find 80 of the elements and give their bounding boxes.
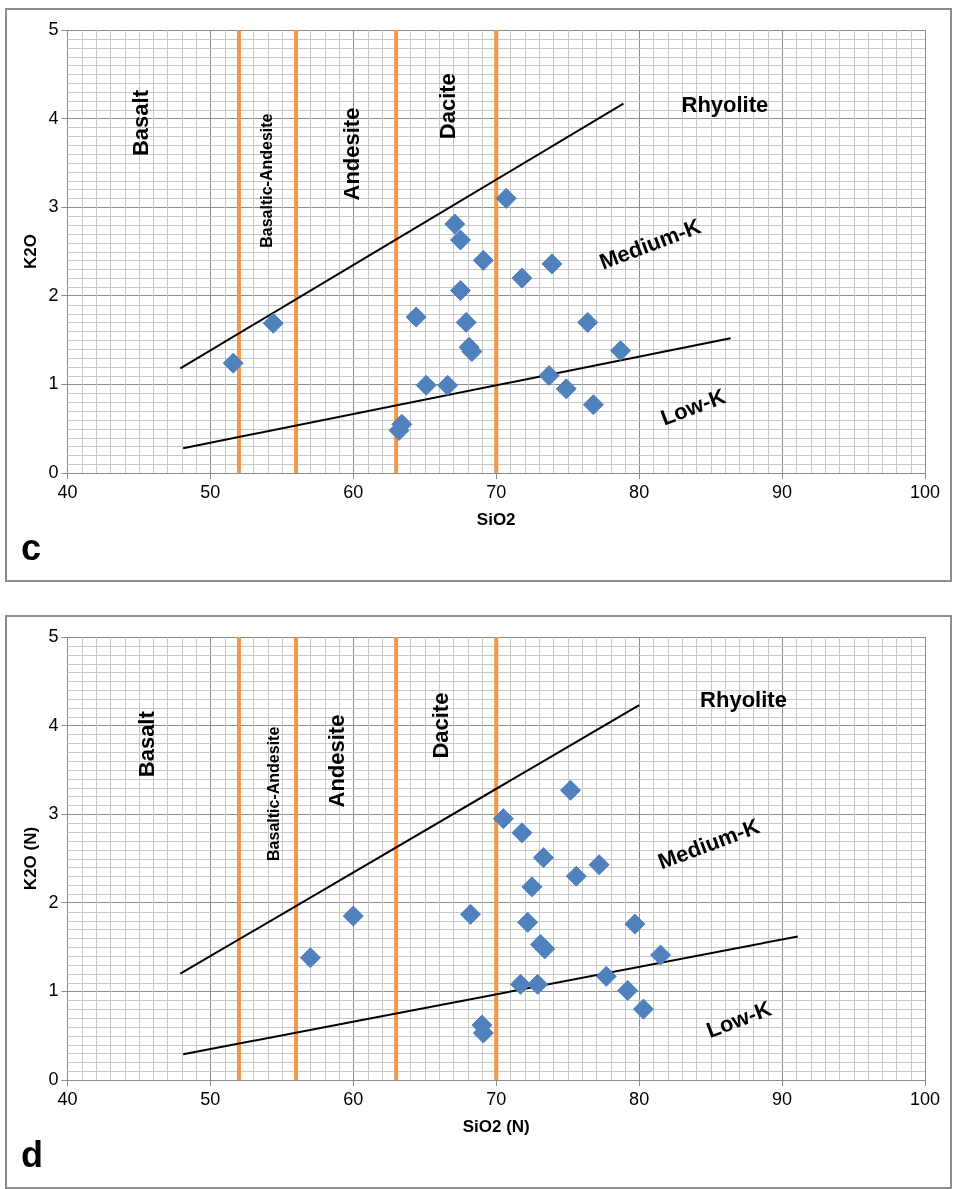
y-tick-label: 1 — [48, 373, 59, 394]
y-tick-label: 2 — [48, 891, 59, 912]
point — [492, 808, 514, 830]
point — [511, 822, 533, 844]
point — [595, 965, 617, 987]
x-tick-label: 70 — [486, 1088, 507, 1109]
annotation: Dacite — [435, 73, 461, 140]
point — [437, 374, 459, 396]
point — [577, 311, 599, 333]
x-tick-label: 100 — [909, 1088, 941, 1109]
annotation: Andesite — [323, 714, 349, 808]
annotation: Rhyolite — [700, 686, 787, 712]
point — [538, 365, 560, 387]
point — [624, 913, 646, 935]
annotation: Andesite — [339, 107, 365, 201]
y-tick-label: 2 — [48, 284, 59, 305]
point — [650, 944, 672, 966]
point — [632, 998, 654, 1020]
point — [617, 980, 639, 1002]
annotation: Basaltic-Andesite — [265, 726, 283, 861]
point — [582, 394, 604, 416]
text: c — [21, 526, 42, 568]
x-tick-label: 90 — [772, 481, 793, 502]
point — [560, 779, 582, 801]
annotation: Low-K — [657, 383, 729, 431]
y-tick-label: 5 — [48, 18, 59, 39]
point — [222, 352, 244, 374]
point — [444, 213, 466, 235]
point — [521, 876, 543, 898]
point — [455, 311, 477, 333]
annotation: Basalt — [133, 710, 159, 778]
x-tick-label: 50 — [200, 1088, 221, 1109]
point — [415, 374, 437, 396]
x-tick-label: 70 — [486, 481, 507, 502]
y-tick-label: 5 — [48, 625, 59, 646]
y-tick-label: 0 — [48, 461, 59, 482]
x-tick-label: 40 — [57, 481, 78, 502]
point — [541, 253, 563, 275]
point — [534, 938, 556, 960]
point — [405, 306, 427, 328]
point — [449, 229, 471, 251]
x-tick-label: 50 — [200, 481, 221, 502]
point — [565, 865, 587, 887]
x-tick-label: 60 — [343, 1088, 364, 1109]
x-tick-label: 80 — [629, 481, 650, 502]
x-tick-label: 90 — [772, 1088, 793, 1109]
y-tick-label: 3 — [48, 196, 59, 217]
x-tick-label: 80 — [629, 1088, 650, 1109]
point — [449, 279, 471, 301]
y-axis-title: K2O (N) — [20, 826, 40, 891]
point — [532, 847, 554, 869]
annotation: Basaltic-Andesite — [257, 113, 275, 248]
text: d — [21, 1133, 43, 1175]
point — [555, 378, 577, 400]
point — [262, 312, 284, 334]
x-tick-label: 60 — [343, 481, 364, 502]
point — [459, 903, 481, 925]
point — [342, 905, 364, 927]
x-tick-label: 40 — [57, 1088, 78, 1109]
y-axis-title: K2O — [20, 234, 40, 269]
point — [511, 267, 533, 289]
x-tick-label: 100 — [909, 481, 941, 502]
point — [299, 947, 321, 969]
point — [472, 249, 494, 271]
point — [527, 973, 549, 995]
y-tick-label: 4 — [48, 714, 59, 735]
annotation: Rhyolite — [681, 92, 769, 118]
y-tick-label: 3 — [48, 803, 59, 824]
x-axis-title: SiO2 — [476, 510, 516, 530]
point — [510, 973, 531, 995]
annotation: Basalt — [127, 89, 153, 157]
point — [495, 187, 517, 209]
x-axis-title: SiO2 (N) — [462, 1117, 530, 1137]
y-tick-label: 4 — [48, 107, 59, 128]
y-tick-label: 1 — [48, 980, 59, 1001]
annotation: Dacite — [427, 692, 453, 759]
point — [610, 340, 632, 362]
point — [517, 911, 539, 933]
point — [588, 854, 610, 876]
y-tick-label: 0 — [48, 1068, 59, 1089]
